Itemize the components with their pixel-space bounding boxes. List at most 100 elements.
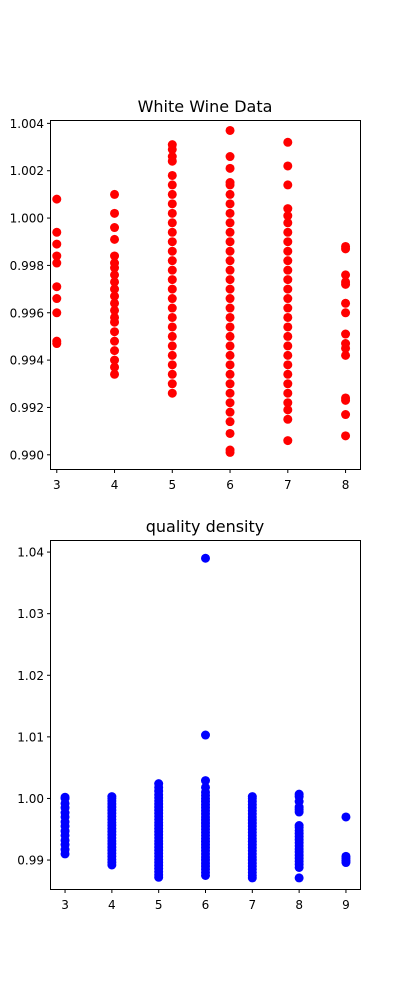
quality-density-chart: quality density 0.99 1.00 1.01 1.02 1.03 1.04…: [17, 517, 361, 912]
data-point: [110, 312, 120, 322]
data-point: [283, 294, 293, 304]
data-point: [167, 180, 177, 190]
y-tick-label: 1.03: [17, 607, 44, 621]
data-point: [110, 336, 120, 346]
chart-title: White Wine Data: [138, 97, 273, 116]
data-point: [110, 362, 120, 372]
x-tick-label: 8: [342, 478, 350, 492]
data-point: [341, 339, 351, 349]
data-point: [283, 227, 293, 237]
y-tick-label: 1.000: [10, 212, 44, 226]
data-point: [225, 218, 235, 228]
data-point: [283, 265, 293, 275]
data-point: [283, 312, 293, 322]
data-point: [225, 445, 235, 455]
data-point: [110, 277, 120, 287]
data-point: [225, 331, 235, 341]
data-point: [110, 305, 120, 315]
x-tick-label: 6: [202, 898, 210, 912]
data-point: [225, 369, 235, 379]
data-point: [294, 821, 304, 831]
data-point: [341, 308, 351, 318]
data-point: [52, 336, 62, 346]
data-point: [225, 284, 235, 294]
data-point: [167, 360, 177, 370]
data-point: [225, 237, 235, 247]
data-point: [201, 730, 210, 740]
x-tick-label: 3: [61, 898, 69, 912]
data-point: [167, 341, 177, 351]
data-point: [283, 331, 293, 341]
data-point: [167, 189, 177, 199]
data-point: [225, 428, 235, 438]
data-point: [167, 208, 177, 218]
data-point: [283, 275, 293, 285]
y-tick-label: 0.992: [10, 401, 44, 415]
data-point: [225, 163, 235, 173]
data-point: [167, 331, 177, 341]
data-point: [225, 199, 235, 209]
x-axis: 3 4 5 6 7 8: [53, 469, 349, 492]
data-point: [167, 303, 177, 313]
data-point: [247, 792, 257, 802]
data-point: [167, 256, 177, 266]
data-point: [167, 218, 177, 228]
x-tick-label: 5: [155, 898, 163, 912]
data-point: [225, 275, 235, 285]
data-point: [167, 265, 177, 275]
data-point: [225, 350, 235, 360]
data-point: [283, 246, 293, 256]
data-point: [167, 246, 177, 256]
y-tick-label: 1.004: [10, 117, 44, 131]
data-point: [225, 417, 235, 427]
x-tick-label: 7: [284, 478, 292, 492]
data-point: [283, 369, 293, 379]
data-point: [167, 152, 177, 162]
data-point: [167, 294, 177, 304]
data-point: [52, 251, 62, 261]
data-point: [283, 218, 293, 228]
data-point: [52, 227, 62, 237]
data-point: [225, 341, 235, 351]
data-point: [225, 360, 235, 370]
data-point: [225, 246, 235, 256]
data-point: [225, 398, 235, 408]
data-point: [52, 308, 62, 318]
data-point: [167, 369, 177, 379]
data-point: [341, 329, 351, 339]
x-axis: 3 4 5 6 7 8 9: [61, 889, 350, 912]
data-point: [283, 180, 293, 190]
data-point: [110, 251, 120, 261]
data-point: [225, 265, 235, 275]
data-point: [201, 553, 210, 563]
y-tick-label: 0.990: [10, 448, 44, 462]
data-point: [283, 204, 293, 214]
data-point: [201, 782, 210, 792]
data-point: [283, 161, 293, 171]
data-point: [341, 350, 351, 360]
data-point: [110, 234, 120, 244]
data-point: [341, 851, 351, 861]
data-point: [167, 388, 177, 398]
data-point: [225, 407, 235, 417]
data-point: [167, 284, 177, 294]
data-point: [167, 379, 177, 389]
data-point: [225, 227, 235, 237]
y-tick-label: 0.998: [10, 259, 44, 273]
white-wine-chart: White Wine Data 0.9900.9920.9940.9960.99…: [10, 97, 361, 492]
data-point: [167, 312, 177, 322]
data-point: [283, 303, 293, 313]
y-tick-label: 1.02: [17, 669, 44, 683]
data-point: [52, 194, 62, 204]
x-tick-label: 3: [53, 478, 61, 492]
y-tick-label: 1.01: [17, 730, 44, 744]
data-point: [107, 792, 117, 802]
x-tick-label: 5: [168, 478, 176, 492]
data-point: [110, 189, 120, 199]
data-point: [283, 360, 293, 370]
data-point: [225, 379, 235, 389]
data-point: [110, 284, 120, 294]
data-point: [110, 346, 120, 356]
data-point: [167, 322, 177, 332]
